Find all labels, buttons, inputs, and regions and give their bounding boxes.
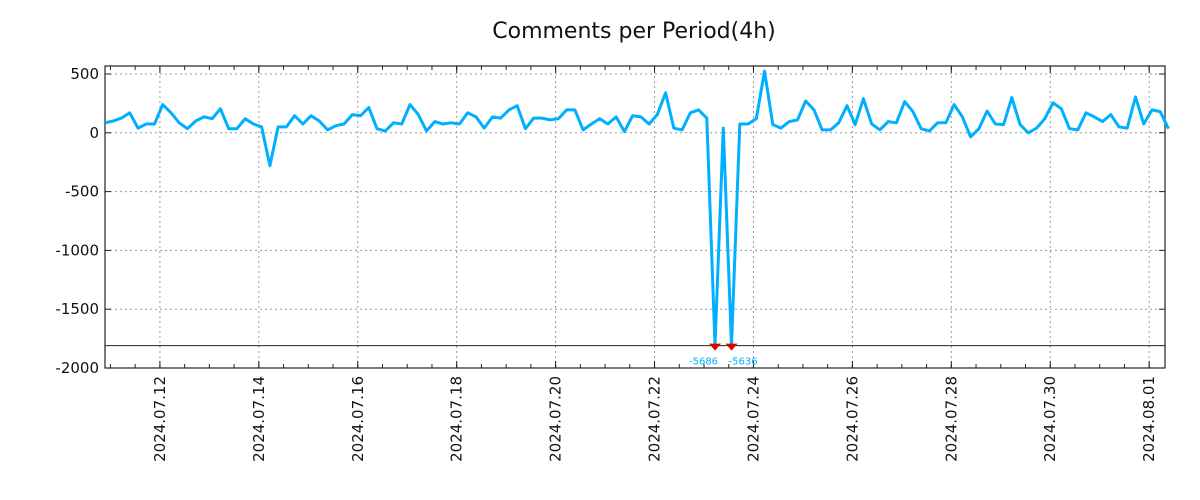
x-tick-label: 2024.07.14 bbox=[250, 376, 268, 462]
chart-title: Comments per Period(4h) bbox=[492, 19, 776, 44]
x-tick-label: 2024.07.26 bbox=[843, 376, 861, 462]
series-line-comments bbox=[104, 69, 1170, 348]
clip-markers: -5686 -5636 bbox=[689, 343, 758, 368]
x-tick-label: 2024.07.16 bbox=[349, 376, 367, 462]
axes: 500 0 -500 -1000 -1500 -2000 2024.07.12 2024.07… bbox=[55, 65, 1166, 462]
y-tick-label: -1500 bbox=[55, 300, 99, 318]
x-tick-label: 2024.08.01 bbox=[1140, 376, 1158, 462]
plot-frame bbox=[104, 65, 1166, 369]
x-tick-label: 2024.07.22 bbox=[646, 376, 664, 462]
clipped-value-label: -5636 bbox=[729, 357, 758, 368]
y-tick-label: -500 bbox=[65, 183, 99, 201]
clipped-point-marker bbox=[725, 343, 738, 351]
y-tick-label: -1000 bbox=[55, 241, 99, 259]
x-tick-label: 2024.07.12 bbox=[151, 376, 169, 462]
x-tick-label: 2024.07.30 bbox=[1041, 376, 1059, 462]
x-tick-label: 2024.07.20 bbox=[547, 376, 565, 462]
x-tick-label: 2024.07.18 bbox=[448, 376, 466, 462]
y-tick-label: 0 bbox=[89, 124, 99, 142]
clipped-value-label: -5686 bbox=[689, 357, 718, 368]
y-tick-label: -2000 bbox=[55, 359, 99, 377]
series bbox=[104, 69, 1170, 348]
grid bbox=[105, 66, 1165, 369]
x-tick-label: 2024.07.24 bbox=[744, 376, 762, 462]
y-tick-label: 500 bbox=[70, 65, 99, 83]
x-tick-label: 2024.07.28 bbox=[942, 376, 960, 462]
clipped-point-marker bbox=[709, 343, 722, 351]
